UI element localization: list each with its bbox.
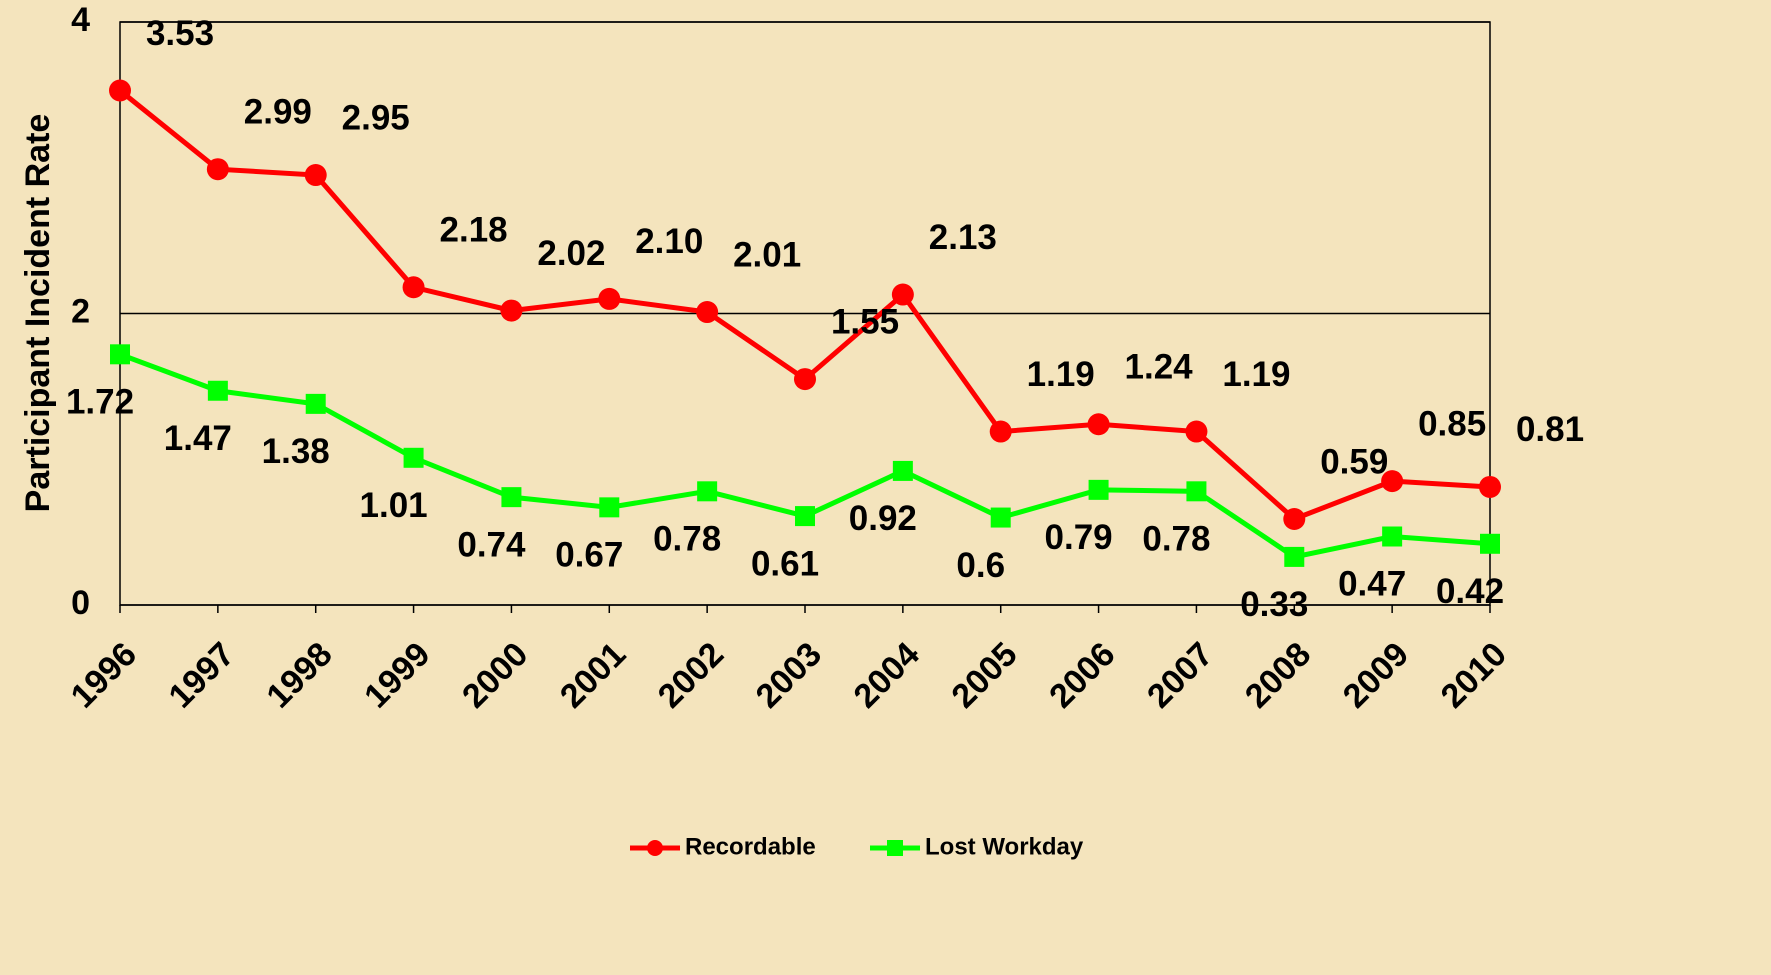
data-label: 2.13 bbox=[929, 218, 997, 257]
data-label: 0.74 bbox=[457, 525, 526, 564]
data-label: 1.19 bbox=[1222, 355, 1290, 394]
data-label: 1.47 bbox=[164, 419, 232, 458]
data-label: 0.33 bbox=[1240, 585, 1308, 624]
point bbox=[892, 460, 913, 481]
data-label: 2.02 bbox=[537, 234, 605, 273]
data-label: 2.99 bbox=[244, 92, 312, 131]
point bbox=[501, 487, 522, 508]
data-label: 0.47 bbox=[1338, 565, 1406, 604]
point bbox=[305, 393, 326, 414]
data-label: 1.72 bbox=[66, 383, 134, 422]
point bbox=[1381, 470, 1404, 493]
point bbox=[1186, 481, 1207, 502]
data-label: 1.01 bbox=[360, 486, 428, 525]
data-label: 0.85 bbox=[1418, 404, 1486, 443]
data-label: 3.53 bbox=[146, 14, 214, 53]
point bbox=[304, 164, 327, 187]
y-tick-label: 4 bbox=[71, 1, 90, 39]
data-label: 0.78 bbox=[653, 520, 721, 559]
data-label: 0.59 bbox=[1320, 442, 1388, 481]
point bbox=[1480, 533, 1500, 554]
point bbox=[697, 481, 718, 502]
point bbox=[1479, 475, 1501, 498]
data-label: 0.42 bbox=[1436, 572, 1504, 611]
point bbox=[795, 506, 815, 527]
point bbox=[402, 276, 425, 299]
y-tick-label: 2 bbox=[71, 292, 90, 330]
point bbox=[109, 79, 131, 102]
data-label: 1.38 bbox=[262, 432, 330, 471]
data-label: 0.92 bbox=[849, 499, 917, 538]
data-label: 1.55 bbox=[831, 302, 899, 341]
point bbox=[110, 344, 130, 365]
y-tick-label: 0 bbox=[71, 584, 90, 622]
data-label: 1.19 bbox=[1027, 355, 1095, 394]
point bbox=[696, 301, 719, 324]
data-label: 2.10 bbox=[635, 222, 703, 261]
legend-label: Recordable bbox=[685, 833, 816, 860]
data-label: 0.6 bbox=[956, 546, 1005, 585]
data-label: 1.24 bbox=[1125, 348, 1194, 387]
point bbox=[1382, 526, 1403, 547]
point bbox=[1087, 413, 1110, 436]
legend-marker bbox=[647, 840, 663, 856]
point bbox=[500, 299, 523, 322]
y-axis-title: Participant Incident Rate bbox=[19, 114, 57, 513]
point bbox=[403, 447, 424, 468]
point bbox=[599, 497, 620, 518]
legend-marker bbox=[887, 840, 903, 856]
data-label: 0.61 bbox=[751, 544, 819, 583]
data-label: 0.81 bbox=[1516, 410, 1584, 449]
data-label: 0.67 bbox=[555, 536, 623, 575]
point bbox=[207, 380, 228, 401]
point bbox=[1284, 546, 1305, 567]
data-label: 2.18 bbox=[440, 211, 508, 250]
data-label: 2.01 bbox=[733, 235, 801, 274]
legend-label: Lost Workday bbox=[925, 833, 1084, 860]
point bbox=[1088, 479, 1109, 500]
point bbox=[1283, 508, 1306, 531]
point bbox=[1185, 420, 1208, 443]
point bbox=[891, 283, 914, 306]
point bbox=[989, 420, 1012, 443]
point bbox=[598, 287, 621, 310]
data-label: 0.79 bbox=[1045, 518, 1113, 557]
data-label: 0.78 bbox=[1142, 520, 1210, 559]
data-label: 2.95 bbox=[342, 98, 410, 137]
point bbox=[990, 507, 1011, 528]
point bbox=[206, 158, 229, 181]
point bbox=[794, 368, 816, 391]
